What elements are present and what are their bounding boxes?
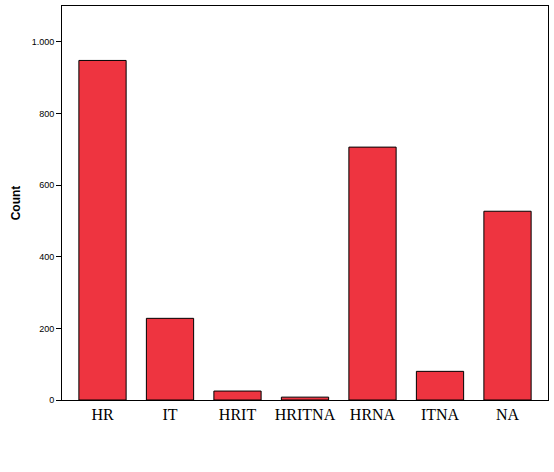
svg-text:Count: Count <box>9 186 23 221</box>
svg-text:200: 200 <box>39 324 54 334</box>
svg-text:400: 400 <box>39 252 54 262</box>
svg-text:600: 600 <box>39 180 54 190</box>
svg-text:HRIT: HRIT <box>219 406 257 423</box>
svg-text:800: 800 <box>39 109 54 119</box>
svg-text:HRITNA: HRITNA <box>275 406 336 423</box>
svg-text:0: 0 <box>49 395 54 405</box>
svg-text:HRNA: HRNA <box>350 406 396 423</box>
svg-text:IT: IT <box>162 406 177 423</box>
svg-text:1.000: 1.000 <box>32 37 55 47</box>
svg-text:NA: NA <box>496 406 520 423</box>
svg-text:ITNA: ITNA <box>421 406 460 423</box>
svg-text:HR: HR <box>91 406 114 423</box>
